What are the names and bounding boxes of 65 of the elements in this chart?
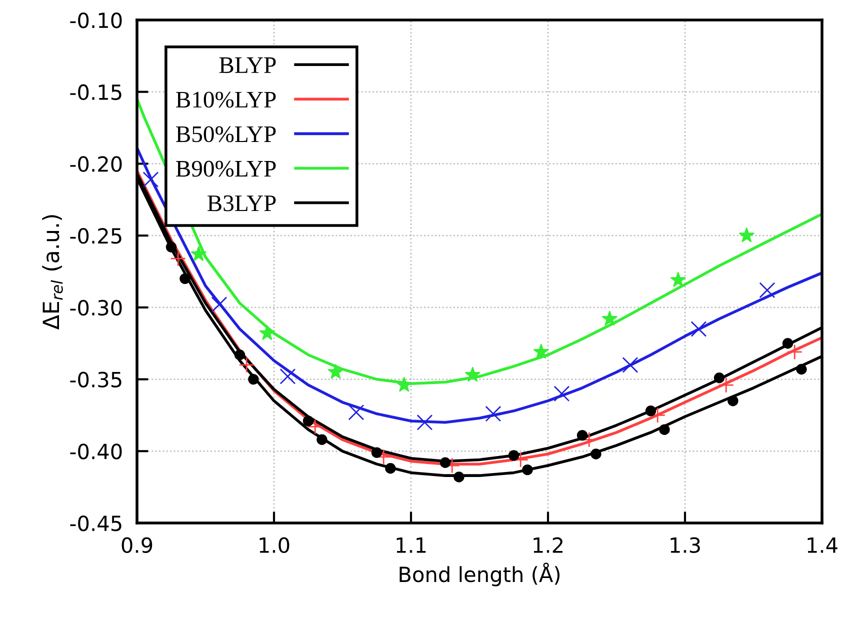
point	[180, 273, 190, 284]
y-tick-label: -0.35	[70, 372, 122, 388]
point	[371, 447, 382, 458]
point	[307, 418, 324, 435]
x-tick-label: 1.4	[808, 538, 838, 553]
point	[385, 463, 396, 474]
point	[522, 464, 533, 476]
x-tick-label: 1.2	[534, 537, 562, 553]
legend-label: B3LYP	[208, 195, 276, 212]
x-axis-title: Bond length (Å)	[400, 562, 560, 586]
y-tick-label: -0.10	[70, 12, 122, 28]
point	[782, 338, 794, 349]
legend-label: B50%LYP	[176, 126, 276, 142]
point	[670, 272, 686, 287]
point	[166, 242, 177, 252]
y-axis-title: ΔE$_{rel}$ (a.u.)	[42, 215, 63, 330]
point	[590, 448, 602, 460]
point	[328, 364, 344, 379]
y-tick-label: -0.40	[70, 444, 122, 460]
y-tick-label: -0.15	[70, 84, 122, 100]
point	[234, 350, 246, 360]
point	[786, 344, 803, 360]
point	[714, 372, 725, 384]
legend-label: B90%LYP	[176, 160, 276, 177]
point	[728, 395, 738, 406]
point	[508, 450, 520, 461]
point	[416, 414, 433, 430]
point	[534, 344, 549, 359]
y-tick-label: -0.30	[70, 300, 122, 316]
x-tick-label: 0.9	[122, 537, 152, 554]
point	[248, 374, 259, 385]
legend-label: BLYP	[219, 57, 276, 73]
point	[302, 416, 314, 426]
point	[280, 368, 296, 384]
point	[796, 364, 807, 375]
point	[718, 377, 734, 394]
x-tick-label: 1.1	[396, 538, 426, 553]
point	[622, 356, 638, 373]
point	[576, 430, 588, 441]
point	[659, 424, 670, 435]
point	[485, 406, 502, 422]
point	[440, 457, 451, 468]
point	[260, 325, 275, 340]
point	[191, 246, 206, 261]
point	[348, 404, 364, 420]
point	[645, 406, 656, 416]
point	[690, 321, 707, 337]
point	[396, 377, 412, 392]
point	[739, 228, 754, 242]
x-tick-label: 1.3	[670, 537, 700, 554]
point	[759, 282, 776, 298]
point	[238, 356, 255, 373]
point	[602, 310, 618, 326]
point	[142, 172, 159, 188]
point	[554, 386, 570, 402]
y-tick-label: -0.20	[70, 156, 122, 172]
point	[211, 296, 228, 313]
y-tick-label: -0.25	[70, 228, 122, 244]
x-tick-label: 1.0	[260, 537, 290, 554]
point	[454, 472, 464, 482]
y-tick-label: -0.45	[70, 515, 122, 532]
legend-label: B10%LYP	[176, 92, 276, 108]
point	[170, 250, 186, 267]
point	[465, 366, 480, 382]
point	[316, 434, 328, 445]
